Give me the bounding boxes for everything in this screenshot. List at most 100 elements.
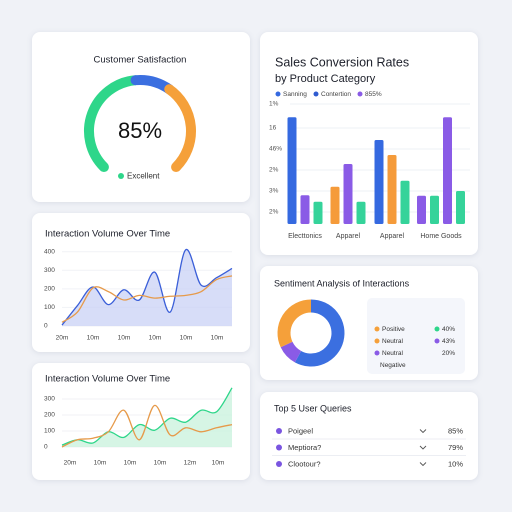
query-value: 10% [448,459,463,468]
legend-dot [374,326,380,332]
legend-label: Excellent [127,172,160,181]
x-tick-label: Electtonics [288,233,322,240]
legend-dot [275,91,281,97]
donut-slice [280,341,302,363]
legend-box [367,298,465,374]
x-tick-label: Apparel [336,233,361,240]
card-subtitle: by Product Category [275,73,376,85]
area [62,249,232,326]
y-tick-label: 100 [44,304,55,311]
card-title: Top 5 User Queries [274,403,352,413]
card-title: Interaction Volume Over Time [45,374,170,385]
legend-label: Neutral [382,350,404,357]
legend-value: 40% [442,326,455,333]
legend-value: 20% [442,350,455,357]
y-tick-label: 200 [44,286,55,293]
chevron [419,462,427,467]
legend-dot [374,338,380,344]
line [61,249,233,326]
y-tick-label: 16 [269,125,277,132]
y-tick-label: 0 [44,323,48,330]
card-title: Customer Satisfaction [94,55,187,66]
y-tick-label: 2% [269,209,279,216]
card [260,392,478,480]
line [61,387,233,446]
query-label: Meptiora? [288,443,321,452]
bar [374,140,384,224]
legend-label: Positive [382,326,405,333]
legend-dot [118,173,124,179]
y-tick-label: 2% [269,167,279,174]
y-tick-label: 3% [269,188,279,195]
query-dot [276,461,282,467]
query-value: 85% [448,426,463,435]
x-tick-label: Home Goods [420,233,462,240]
x-tick-label: 10m [87,335,100,342]
x-tick-label: 10m [124,460,137,467]
line [61,404,233,448]
y-tick-label: 46% [269,146,282,153]
x-tick-label: 10m [154,460,167,467]
gauge [84,75,196,173]
x-tick-label: 10m [180,335,193,342]
legend-dot [357,91,363,97]
legend-label: Sanning [283,91,307,98]
query-dot [276,444,282,451]
bar [400,180,410,224]
y-tick-label: 400 [44,248,55,255]
y-tick-label: 1% [269,101,279,108]
legend-label: Neutral [382,338,404,345]
legend-label: 855% [365,91,382,98]
bar [330,186,340,224]
bar [343,164,353,224]
card-title: Interaction Volume Over Time [45,229,170,240]
bar [287,117,297,224]
x-tick-label: 10m [211,335,224,342]
bar [430,195,439,224]
area [62,387,232,447]
gauge-segment [164,84,196,173]
y-tick-label: 200 [44,412,55,419]
gauge-segment [84,75,141,173]
bar [456,191,465,224]
chevron [419,429,427,434]
legend-dot [374,350,380,356]
x-tick-label: 10m [118,335,131,342]
donut-slice [294,299,345,367]
bar [417,195,426,224]
bar [300,195,310,224]
legend-dot [313,91,319,97]
query-dot [276,428,282,434]
x-tick-label: 12m [184,460,197,467]
bar [356,201,366,224]
legend-label: Contertion [321,91,351,98]
x-tick-label: 10m [149,335,162,342]
legend-label: Negative [380,362,406,369]
x-tick-label: Apparel [380,233,405,240]
y-tick-label: 0 [44,444,48,451]
y-tick-label: 300 [44,267,55,274]
card [32,32,250,202]
card [32,363,250,480]
bar [443,117,452,224]
x-tick-label: 20m [56,335,69,342]
donut-slice [277,299,312,348]
y-tick-label: 300 [44,396,55,403]
gauge-value: 85% [118,118,162,143]
card-title: Sentiment Analysis of Interactions [274,278,410,288]
bar [387,155,397,224]
line [61,275,233,323]
card-title: Sales Conversion Rates [275,55,409,69]
x-tick-label: 20m [64,460,77,467]
legend-dot [434,326,440,332]
legend-dot [434,338,440,344]
chevron [419,445,427,450]
legend-value: 43% [442,338,455,345]
query-value: 79% [448,443,463,452]
bar [313,201,323,224]
query-label: Poigeel [288,426,313,435]
x-tick-label: 10m [94,460,107,467]
query-label: Clootour? [288,459,321,468]
